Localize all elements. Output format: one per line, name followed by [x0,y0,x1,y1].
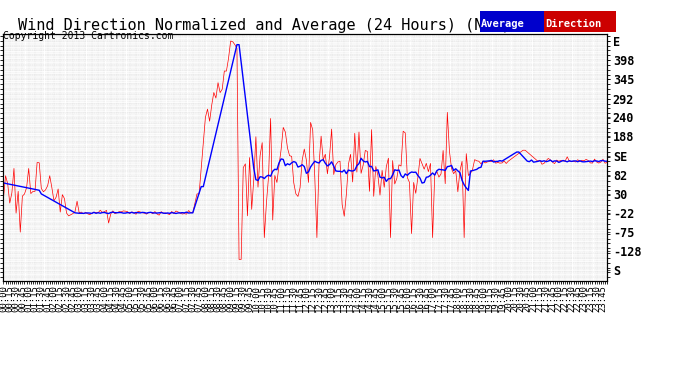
Text: Copyright 2013 Cartronics.com: Copyright 2013 Cartronics.com [3,32,174,41]
Text: Average: Average [481,20,524,29]
Text: Direction: Direction [545,20,602,29]
Title: Wind Direction Normalized and Average (24 Hours) (New) 20130724: Wind Direction Normalized and Average (2… [18,18,593,33]
